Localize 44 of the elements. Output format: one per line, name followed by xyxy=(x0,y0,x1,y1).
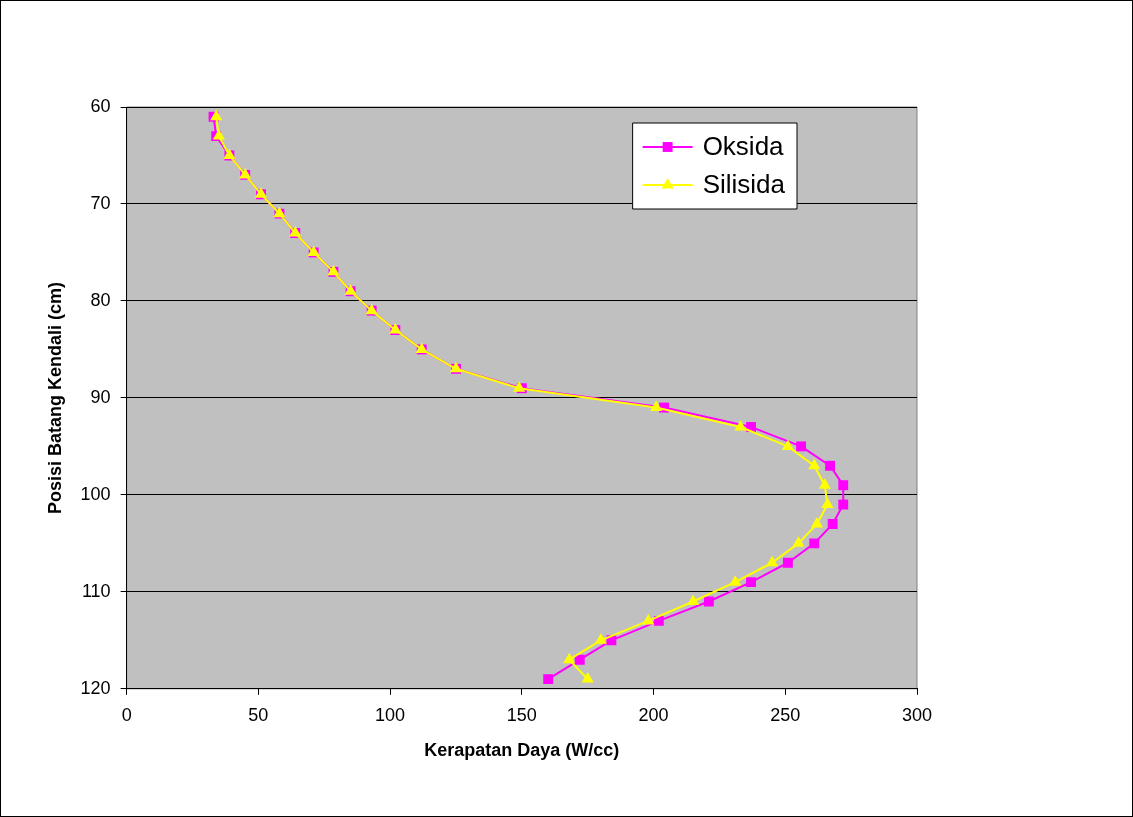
x-tick-label: 200 xyxy=(638,704,669,725)
point xyxy=(581,672,594,683)
point xyxy=(543,674,554,685)
y-tick-label: 110 xyxy=(81,580,111,601)
legend-label: Silisida xyxy=(702,169,786,200)
point xyxy=(594,633,607,644)
point xyxy=(821,497,834,509)
x-tick-label: 300 xyxy=(901,704,933,725)
point xyxy=(210,109,223,121)
y-tick-label: 90 xyxy=(90,386,111,407)
x-axis-title: Kerapatan Daya (W/cc) xyxy=(424,740,620,761)
point xyxy=(766,555,779,567)
y-axis-title: Posisi Batang Kendali (cm) xyxy=(44,281,65,514)
y-tick-label: 80 xyxy=(90,289,111,310)
x-tick-label: 50 xyxy=(248,704,269,725)
y-tick-label: 70 xyxy=(90,192,111,213)
point xyxy=(781,439,794,450)
x-tick-label: 250 xyxy=(770,704,801,725)
y-tick-label: 100 xyxy=(80,483,111,504)
point xyxy=(818,478,831,489)
point xyxy=(825,460,836,471)
point xyxy=(792,536,805,547)
point xyxy=(703,596,714,607)
point xyxy=(782,557,793,568)
x-tick-label: 100 xyxy=(375,704,406,725)
point xyxy=(642,613,655,625)
point xyxy=(650,400,663,412)
point xyxy=(574,654,585,665)
legend-label: Oksida xyxy=(702,131,785,162)
y-tick-label: 120 xyxy=(80,677,111,698)
point xyxy=(809,538,820,549)
point xyxy=(827,519,838,529)
point xyxy=(563,652,576,664)
point xyxy=(796,441,807,452)
point xyxy=(838,480,849,491)
y-tick-label: 60 xyxy=(90,95,111,116)
x-tick-label: 0 xyxy=(121,704,132,725)
x-tick-label: 150 xyxy=(506,704,537,725)
point xyxy=(746,577,756,588)
point xyxy=(734,419,747,431)
point xyxy=(808,458,821,470)
point xyxy=(729,575,742,586)
point xyxy=(687,594,700,606)
point xyxy=(838,499,849,510)
